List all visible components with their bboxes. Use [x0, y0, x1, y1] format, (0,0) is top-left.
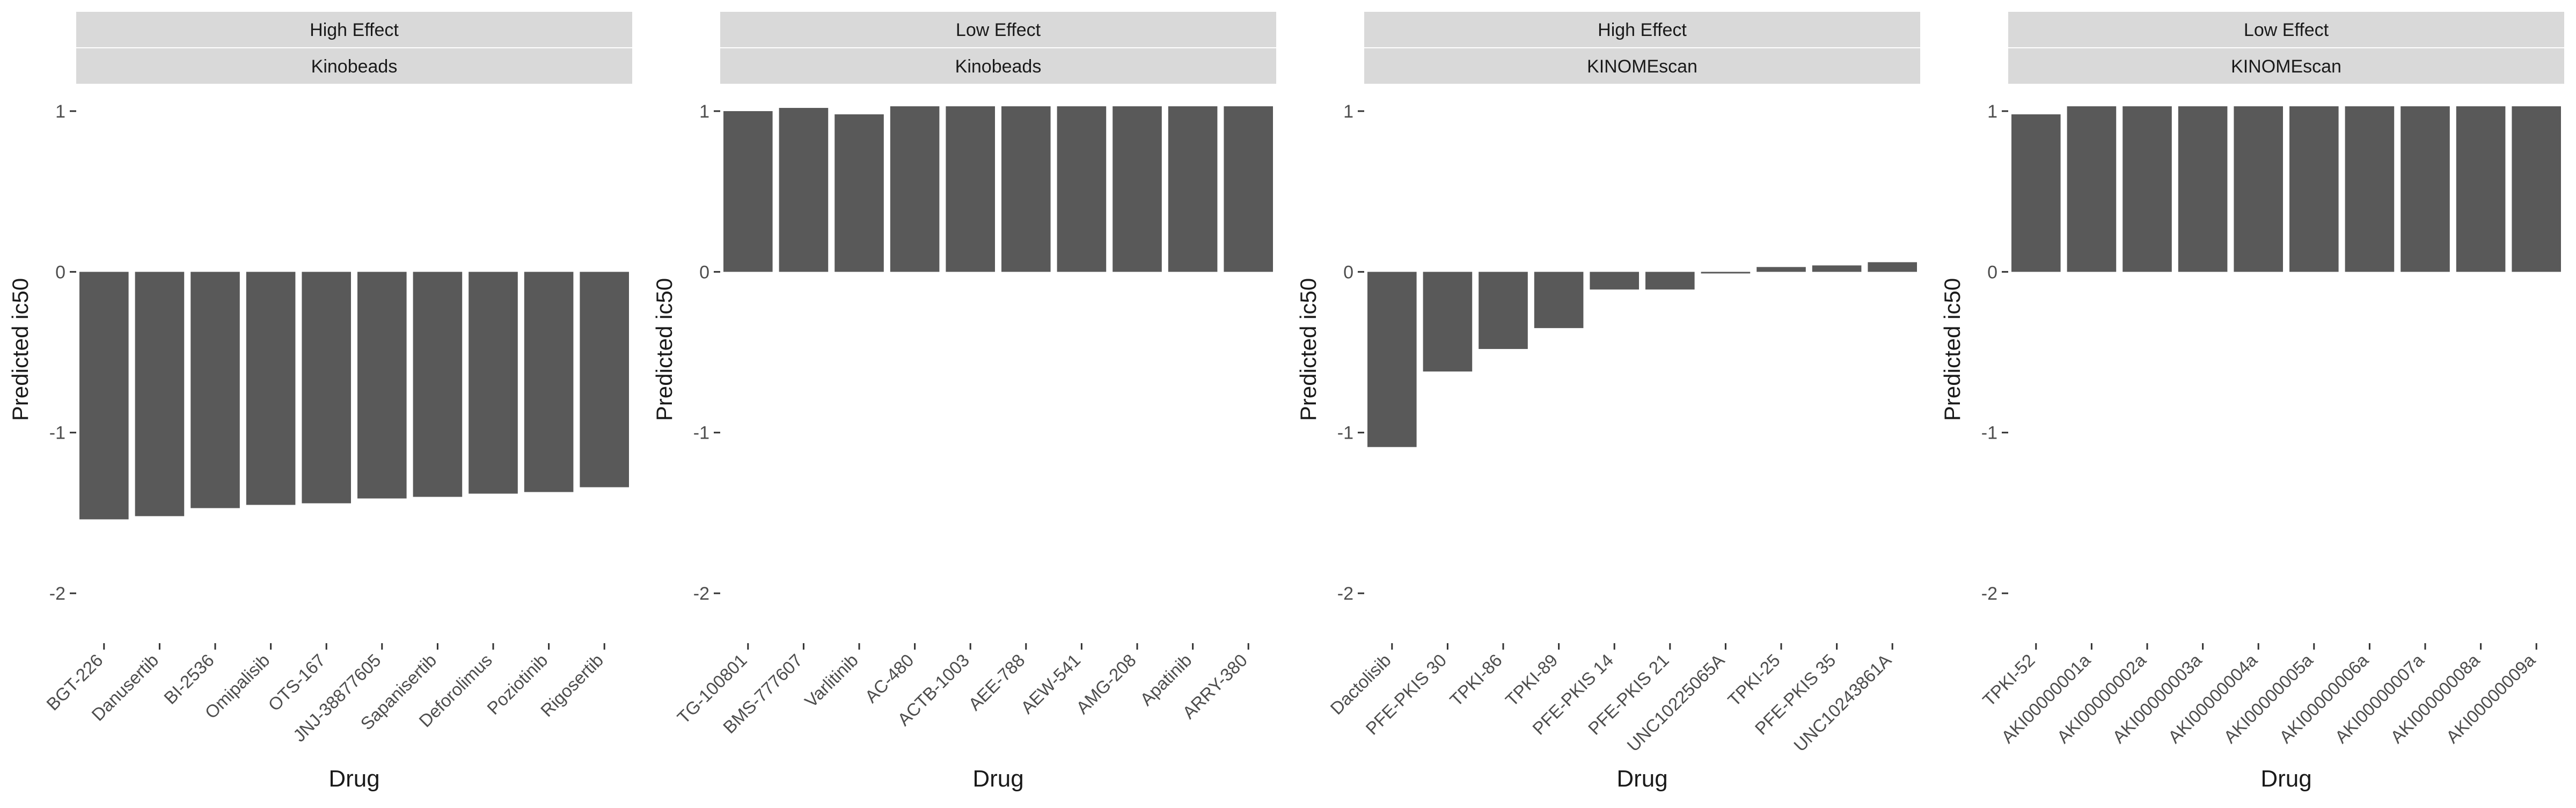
- bar-4: [246, 272, 296, 505]
- bar-6: [1001, 106, 1051, 272]
- facet-strip-bottom-label: Kinobeads: [311, 56, 398, 77]
- bar-5: [1590, 272, 1639, 290]
- y-tick-label: 1: [1987, 101, 1997, 122]
- facet-strip-bottom: [1364, 48, 1920, 84]
- bar-7: [1701, 272, 1751, 274]
- bar-6: [1645, 272, 1695, 290]
- bar-2: [1423, 272, 1473, 372]
- y-tick-label: -2: [1981, 584, 1997, 604]
- x-tick-label: Varlitinib: [801, 650, 862, 711]
- facet-strip-top-label: Low Effect: [956, 20, 1041, 40]
- y-tick-label: -2: [49, 584, 65, 604]
- bar-6: [357, 272, 407, 499]
- panel-1: High Effect Kinobeads -2 -1 0 1 Predicted ic50…: [8, 12, 632, 792]
- bar-6: [2289, 106, 2339, 272]
- panel-4: Low Effect KINOMEscan -2 -1 0 1 Predicted ic50…: [1940, 12, 2564, 792]
- y-tick-label: -2: [693, 584, 709, 604]
- bar-2: [2067, 106, 2117, 272]
- facet-strip-top-label: Low Effect: [2244, 20, 2329, 40]
- x-tick-label: TPKI-86: [1446, 650, 1506, 710]
- bar-2: [779, 107, 829, 272]
- y-tick-label: -1: [1981, 423, 1997, 443]
- bar-10: [2512, 106, 2561, 272]
- bar-8: [2401, 106, 2450, 272]
- bar-5: [2234, 106, 2283, 272]
- y-tick-label: -1: [49, 423, 65, 443]
- x-tick-label: UNC10225065A: [1623, 650, 1728, 755]
- x-tick-label: UNC10243861A: [1790, 650, 1895, 755]
- bar-1: [2011, 114, 2061, 272]
- y-tick-label: 1: [1343, 101, 1353, 122]
- y-tick-label: 1: [699, 101, 709, 122]
- facet-strip-top-label: High Effect: [310, 20, 399, 40]
- x-axis-title: Drug: [2260, 766, 2311, 792]
- bar-3: [835, 114, 884, 272]
- x-tick-label: AC-480: [861, 650, 917, 707]
- facet-strip-top-label: High Effect: [1598, 20, 1687, 40]
- bar-1: [723, 111, 773, 272]
- x-tick-label: AEW-541: [1017, 650, 1085, 718]
- bar-5: [946, 106, 995, 272]
- y-axis-title: Predicted ic50: [1296, 278, 1321, 421]
- bar-7: [2345, 106, 2395, 272]
- bar-9: [1812, 265, 1862, 272]
- bar-7: [1057, 106, 1107, 272]
- bar-5: [302, 272, 351, 504]
- bar-9: [1168, 106, 1218, 272]
- bar-4: [1534, 272, 1584, 329]
- facet-strip-top: [2008, 12, 2564, 47]
- bar-8: [1757, 267, 1806, 272]
- y-tick-label: -1: [1337, 423, 1353, 443]
- bar-3: [1479, 272, 1528, 350]
- bar-4: [890, 106, 940, 272]
- y-axis-title: Predicted ic50: [652, 278, 677, 421]
- facet-strip-bottom-label: KINOMEscan: [1587, 56, 1697, 77]
- bar-10: [1224, 106, 1273, 272]
- bar-1: [79, 272, 129, 520]
- bar-3: [191, 272, 240, 508]
- bar-10: [580, 272, 629, 487]
- bar-2: [135, 272, 185, 516]
- y-tick-label: 0: [1343, 262, 1353, 282]
- x-axis-title: Drug: [328, 766, 379, 792]
- bar-1: [1367, 272, 1417, 447]
- facet-strip-bottom: [720, 48, 1276, 84]
- facet-strip-bottom-label: Kinobeads: [955, 56, 1042, 77]
- facet-strip-top: [1364, 12, 1920, 47]
- y-tick-label: 1: [55, 101, 65, 122]
- y-axis-title: Predicted ic50: [1940, 278, 1965, 421]
- panel-3: High Effect KINOMEscan -2 -1 0 1 Predicted ic5…: [1296, 12, 1920, 792]
- bar-10: [1868, 262, 1917, 272]
- bar-8: [469, 272, 518, 494]
- bar-4: [2178, 106, 2228, 272]
- y-axis-title: Predicted ic50: [8, 278, 33, 421]
- x-tick-label: BI-2536: [160, 650, 218, 708]
- x-axis-title: Drug: [972, 766, 1023, 792]
- y-tick-label: -1: [693, 423, 709, 443]
- x-tick-label: AMG-208: [1072, 650, 1140, 718]
- x-axis-title: Drug: [1616, 766, 1667, 792]
- bar-9: [524, 272, 574, 492]
- facet-strip-top: [720, 12, 1276, 47]
- facet-strip-bottom-label: KINOMEscan: [2231, 56, 2341, 77]
- bar-8: [1113, 106, 1162, 272]
- bar-3: [2123, 106, 2172, 272]
- facet-strip-top: [76, 12, 632, 47]
- y-tick-label: 0: [55, 262, 65, 282]
- y-tick-label: -2: [1337, 584, 1353, 604]
- y-tick-label: 0: [699, 262, 709, 282]
- facet-strip-bottom: [2008, 48, 2564, 84]
- bar-7: [413, 272, 463, 497]
- bar-9: [2456, 106, 2506, 272]
- facet-strip-bottom: [76, 48, 632, 84]
- y-tick-label: 0: [1987, 262, 1997, 282]
